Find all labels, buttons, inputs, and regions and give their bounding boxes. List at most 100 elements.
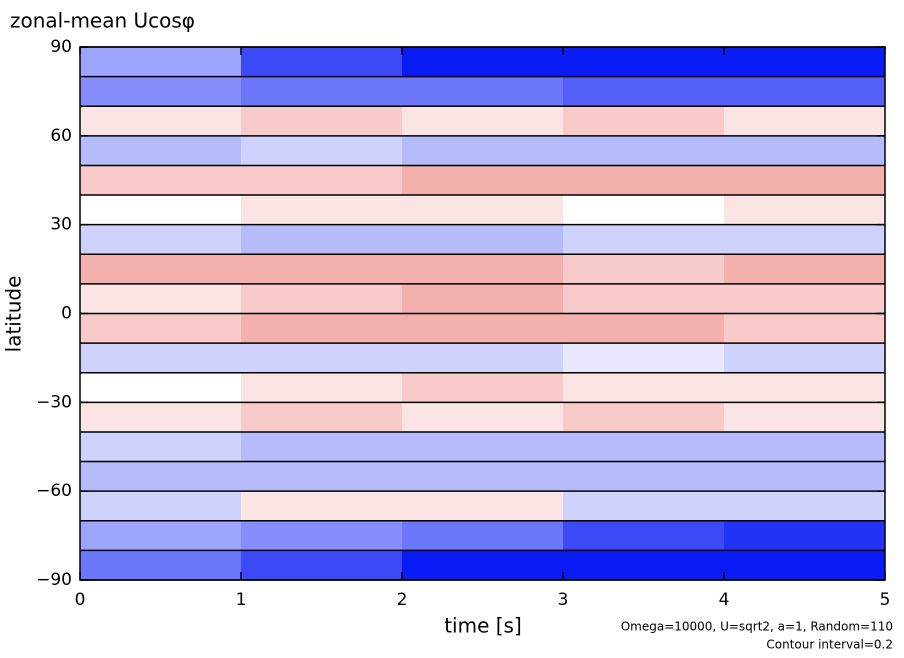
cell: [402, 224, 564, 255]
x-axis-label: time [s]: [444, 614, 522, 638]
y-axis-label: latitude: [2, 276, 26, 353]
cell: [724, 402, 886, 433]
y-tick-label: 0: [61, 304, 72, 324]
note: Contour interval=0.2: [766, 638, 893, 652]
cell: [241, 520, 403, 551]
cell: [724, 195, 886, 226]
y-tick-label: 60: [50, 126, 72, 146]
y-tick-label: 30: [50, 215, 72, 235]
cell: [563, 254, 725, 285]
note: Omega=10000, U=sqrt2, a=1, Random=110: [621, 620, 893, 634]
cell: [241, 47, 403, 78]
cell: [563, 461, 725, 492]
cell: [241, 76, 403, 107]
cell: [563, 76, 725, 107]
cell: [563, 372, 725, 403]
cell: [563, 224, 725, 255]
cell: [402, 313, 564, 344]
cell: [80, 461, 242, 492]
cell: [563, 402, 725, 433]
x-tick-label: 5: [880, 590, 891, 610]
cell: [402, 402, 564, 433]
cell: [80, 76, 242, 107]
cell: [241, 402, 403, 433]
x-tick-label: 2: [397, 590, 408, 610]
y-tick-label: −90: [36, 570, 72, 590]
cell: [563, 343, 725, 374]
y-tick-label: −60: [36, 481, 72, 501]
cell: [402, 165, 564, 196]
cell: [241, 550, 403, 581]
cell: [724, 283, 886, 314]
x-tick-label: 1: [236, 590, 247, 610]
cell: [724, 165, 886, 196]
cell: [724, 254, 886, 285]
cell: [402, 47, 564, 78]
cell: [241, 343, 403, 374]
cell: [402, 343, 564, 374]
cell: [724, 431, 886, 463]
cell: [724, 106, 886, 137]
cell: [563, 520, 725, 551]
cell: [241, 135, 403, 166]
cell: [80, 165, 242, 196]
cell: [563, 165, 725, 196]
y-tick-label: −30: [36, 392, 72, 412]
cell: [724, 491, 886, 522]
cell: [241, 431, 403, 463]
cell: [402, 550, 564, 581]
cell: [80, 343, 242, 374]
cell: [80, 224, 242, 255]
cell: [724, 313, 886, 344]
cell: [241, 372, 403, 403]
cell: [241, 165, 403, 196]
cell: [80, 106, 242, 137]
cell: [402, 76, 564, 107]
cell: [724, 343, 886, 374]
cell: [402, 135, 564, 166]
cell: [563, 106, 725, 137]
cell: [563, 135, 725, 166]
cell: [402, 431, 564, 463]
cell: [724, 520, 886, 551]
cell: [563, 313, 725, 344]
cell: [241, 254, 403, 285]
cell: [724, 372, 886, 403]
cell: [80, 254, 242, 285]
cell: [80, 47, 242, 78]
cell: [402, 491, 564, 522]
cell: [241, 461, 403, 492]
cell: [402, 520, 564, 551]
cell: [563, 195, 725, 226]
cell: [80, 491, 242, 522]
cell: [402, 283, 564, 314]
x-tick-label: 3: [558, 590, 569, 610]
cell: [724, 550, 886, 581]
cell: [402, 106, 564, 137]
cell: [241, 195, 403, 226]
cell: [724, 224, 886, 255]
cell: [80, 372, 242, 403]
cell: [724, 135, 886, 166]
chart-title: zonal-mean Ucosφ: [10, 9, 195, 33]
cell: [80, 313, 242, 344]
cell: [402, 461, 564, 492]
cell: [80, 550, 242, 581]
cell: [563, 550, 725, 581]
cell: [80, 520, 242, 551]
y-tick-label: 90: [50, 37, 72, 57]
cell: [563, 47, 725, 78]
cell: [241, 313, 403, 344]
cell: [241, 106, 403, 137]
cell: [563, 491, 725, 522]
x-tick-label: 0: [75, 590, 86, 610]
cell: [563, 431, 725, 463]
cell: [241, 224, 403, 255]
cell: [241, 283, 403, 314]
cell: [80, 402, 242, 433]
cell: [80, 135, 242, 166]
cell: [402, 254, 564, 285]
cell: [402, 195, 564, 226]
cell: [402, 372, 564, 403]
cell: [241, 491, 403, 522]
